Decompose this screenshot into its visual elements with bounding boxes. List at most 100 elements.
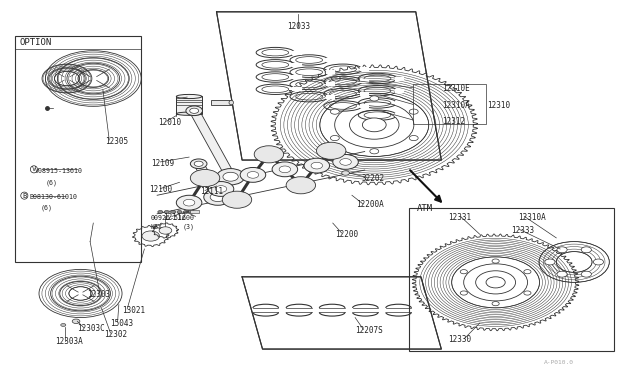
Circle shape (581, 247, 591, 253)
Text: (6): (6) (40, 205, 52, 212)
Circle shape (254, 146, 284, 163)
Circle shape (370, 96, 379, 101)
Circle shape (409, 135, 418, 141)
Circle shape (342, 171, 349, 175)
Polygon shape (216, 12, 442, 160)
Text: 12033: 12033 (287, 22, 310, 31)
Circle shape (524, 270, 531, 274)
Circle shape (304, 158, 330, 173)
Circle shape (194, 161, 203, 166)
Circle shape (557, 247, 567, 253)
Circle shape (204, 189, 232, 205)
Polygon shape (242, 277, 442, 349)
Text: 12109: 12109 (152, 158, 175, 167)
Text: 12303C: 12303C (77, 324, 105, 333)
Circle shape (190, 170, 220, 187)
Circle shape (460, 291, 467, 295)
Circle shape (330, 109, 339, 114)
Circle shape (183, 211, 188, 214)
Circle shape (189, 108, 198, 113)
Circle shape (492, 259, 499, 263)
Circle shape (593, 259, 604, 265)
Circle shape (311, 162, 323, 169)
Circle shape (316, 142, 346, 159)
Circle shape (158, 211, 163, 214)
Text: 12312: 12312 (443, 117, 466, 126)
Circle shape (159, 227, 172, 234)
Circle shape (286, 177, 316, 194)
Circle shape (223, 172, 238, 181)
Circle shape (333, 154, 358, 169)
Circle shape (215, 186, 227, 192)
Circle shape (486, 277, 505, 288)
Text: 12010: 12010 (159, 118, 182, 127)
Bar (211, 100, 231, 105)
Ellipse shape (176, 112, 202, 115)
Text: 15043: 15043 (111, 319, 134, 328)
Circle shape (557, 271, 567, 277)
Text: 12200A: 12200A (356, 200, 383, 209)
Circle shape (362, 118, 386, 132)
Circle shape (460, 270, 467, 274)
Text: 12310A: 12310A (443, 101, 470, 110)
Text: 32202: 32202 (362, 174, 385, 183)
Polygon shape (194, 163, 223, 198)
Text: KEY: KEY (151, 224, 163, 230)
Text: V08915-13610: V08915-13610 (35, 168, 83, 174)
Circle shape (545, 259, 555, 265)
Circle shape (72, 319, 80, 324)
Text: 12207S: 12207S (355, 326, 383, 335)
Circle shape (183, 199, 195, 206)
Text: 12330: 12330 (448, 335, 471, 344)
Text: 12302: 12302 (104, 330, 127, 339)
Text: (3): (3) (182, 224, 195, 230)
Text: 00926-51600: 00926-51600 (151, 215, 195, 221)
Bar (189, 211, 198, 214)
Text: (6): (6) (45, 179, 58, 186)
Circle shape (340, 158, 351, 165)
Circle shape (222, 191, 252, 208)
Text: 13021: 13021 (122, 306, 145, 315)
Circle shape (272, 162, 298, 177)
Text: 12303A: 12303A (55, 337, 83, 346)
Circle shape (210, 193, 225, 202)
Circle shape (247, 171, 259, 178)
Circle shape (370, 149, 379, 154)
Text: V: V (32, 166, 36, 172)
Circle shape (177, 211, 182, 214)
Circle shape (240, 167, 266, 182)
Text: 12303: 12303 (87, 290, 110, 299)
Circle shape (216, 169, 244, 185)
Circle shape (492, 302, 499, 306)
Text: 12310A: 12310A (518, 213, 546, 222)
Text: 12111: 12111 (200, 187, 223, 196)
Bar (15, 36, 141, 262)
Circle shape (581, 271, 591, 277)
Circle shape (186, 106, 202, 116)
Ellipse shape (176, 94, 202, 99)
Circle shape (188, 209, 194, 213)
Bar (410, 208, 614, 351)
Circle shape (279, 166, 291, 173)
Text: 12100: 12100 (150, 185, 173, 194)
Circle shape (176, 195, 202, 210)
Text: 12333: 12333 (511, 226, 534, 235)
Text: 12310: 12310 (487, 101, 511, 110)
Ellipse shape (229, 100, 234, 105)
Text: A-P010.0: A-P010.0 (543, 360, 573, 365)
Bar (413, 84, 486, 124)
Text: OPTION: OPTION (20, 38, 52, 47)
Text: B08130-61010: B08130-61010 (29, 194, 77, 200)
Polygon shape (189, 110, 236, 178)
Circle shape (524, 291, 531, 295)
Text: 12305: 12305 (105, 137, 128, 146)
Circle shape (142, 231, 159, 241)
Text: 12200: 12200 (335, 230, 358, 239)
Text: ATM: ATM (417, 204, 433, 213)
Text: 12331: 12331 (448, 213, 471, 222)
Circle shape (330, 135, 339, 141)
Bar (176, 96, 202, 114)
Circle shape (164, 211, 170, 214)
Circle shape (61, 324, 66, 327)
Circle shape (171, 211, 175, 214)
